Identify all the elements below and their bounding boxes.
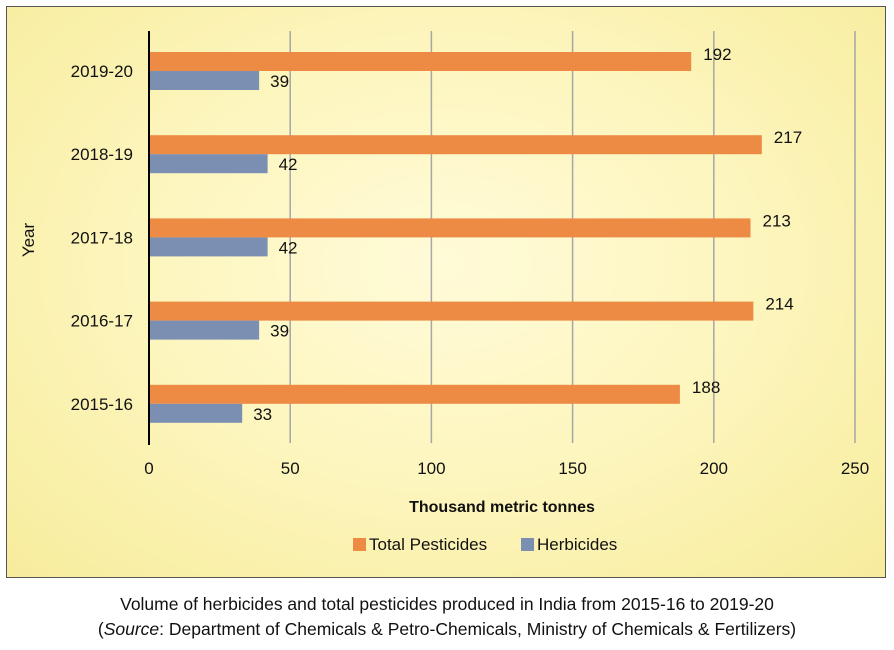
data-label-total-pesticides-2018-19: 217 bbox=[774, 128, 802, 147]
caption-source-text: : Department of Chemicals & Petro-Chemic… bbox=[159, 619, 797, 639]
legend-label-total-pesticides: Total Pesticides bbox=[369, 535, 487, 554]
chart-frame: 192 39 2019-20 217 42 2018-19 213 42 2017-18 214 3… bbox=[6, 6, 886, 578]
x-tick-label-50: 50 bbox=[281, 459, 300, 478]
data-label-herbicides-2015-16: 33 bbox=[253, 405, 272, 424]
x-tick-label-0: 0 bbox=[144, 459, 153, 478]
data-label-total-pesticides-2017-18: 213 bbox=[763, 211, 791, 230]
bar-total-pesticides-2017-18 bbox=[149, 218, 751, 238]
figure-caption: Volume of herbicides and total pesticide… bbox=[0, 592, 894, 642]
legend-label-herbicides: Herbicides bbox=[537, 535, 617, 554]
y-tick-label-2017-18: 2017-18 bbox=[71, 228, 133, 247]
x-tick-label-100: 100 bbox=[417, 459, 445, 478]
caption-line-2: (Source: Department of Chemicals & Petro… bbox=[0, 617, 894, 642]
legend-swatch-total-pesticides bbox=[353, 538, 366, 551]
y-tick-label-2018-19: 2018-19 bbox=[71, 145, 133, 164]
data-label-herbicides-2019-20: 39 bbox=[270, 72, 289, 91]
caption-line-1: Volume of herbicides and total pesticide… bbox=[120, 594, 774, 614]
bar-herbicides-2017-18 bbox=[149, 237, 268, 257]
data-label-herbicides-2016-17: 39 bbox=[270, 322, 289, 341]
bar-chart: 192 39 2019-20 217 42 2018-19 213 42 2017-18 214 3… bbox=[19, 31, 869, 554]
bar-total-pesticides-2016-17 bbox=[149, 301, 754, 321]
bar-herbicides-2015-16 bbox=[149, 403, 243, 423]
y-tick-label-2016-17: 2016-17 bbox=[71, 312, 133, 331]
data-label-herbicides-2017-18: 42 bbox=[279, 238, 298, 257]
bar-total-pesticides-2019-20 bbox=[149, 52, 692, 71]
y-axis-title: Year bbox=[19, 222, 38, 257]
x-tick-label-250: 250 bbox=[841, 459, 869, 478]
y-tick-label-2015-16: 2015-16 bbox=[71, 395, 133, 414]
bar-herbicides-2019-20 bbox=[149, 71, 260, 90]
y-tick-label-2019-20: 2019-20 bbox=[71, 62, 133, 81]
data-label-total-pesticides-2015-16: 188 bbox=[692, 378, 720, 397]
x-tick-label-200: 200 bbox=[700, 459, 728, 478]
bar-herbicides-2018-19 bbox=[149, 154, 268, 174]
x-tick-label-150: 150 bbox=[558, 459, 586, 478]
data-label-total-pesticides-2019-20: 192 bbox=[703, 45, 731, 64]
bar-total-pesticides-2015-16 bbox=[149, 384, 680, 404]
data-label-total-pesticides-2016-17: 214 bbox=[765, 295, 793, 314]
bar-herbicides-2016-17 bbox=[149, 320, 260, 340]
data-label-herbicides-2018-19: 42 bbox=[279, 155, 298, 174]
x-axis-title: Thousand metric tonnes bbox=[409, 499, 595, 516]
legend-swatch-herbicides bbox=[521, 538, 534, 551]
caption-source-word: Source bbox=[103, 619, 160, 639]
bar-total-pesticides-2018-19 bbox=[149, 135, 762, 155]
caption-paren: ( bbox=[97, 619, 104, 639]
